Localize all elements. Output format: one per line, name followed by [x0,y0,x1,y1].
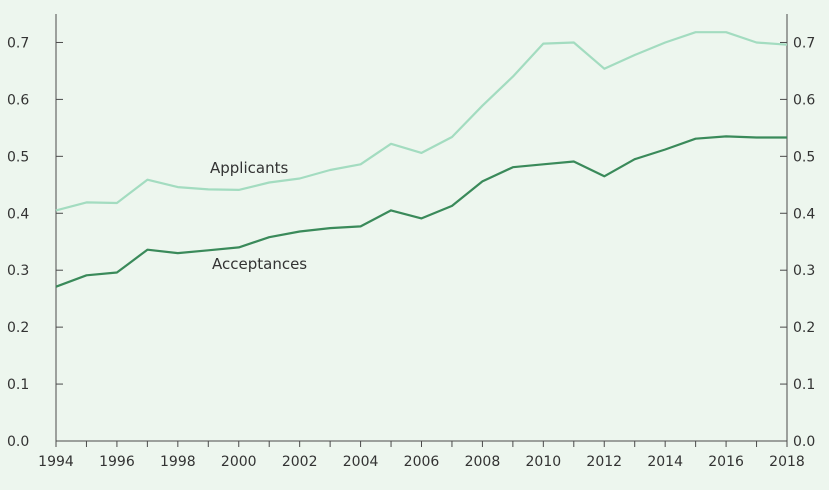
y-tick-label-right: 0.0 [793,434,815,450]
x-tick-label: 2016 [708,454,744,470]
y-tick-label-left: 0.4 [7,206,29,222]
x-tick-label: 2018 [769,454,805,470]
y-tick-label-left: 0.5 [7,149,29,165]
y-tick-label-right: 0.6 [793,92,815,108]
x-tick-label: 2012 [586,454,622,470]
y-tick-label-right: 0.2 [793,320,815,336]
y-tick-label-left: 0.7 [7,35,29,51]
y-tick-label-right: 0.7 [793,35,815,51]
y-tick-label-right: 0.5 [793,149,815,165]
series-line-acceptances [55,135,787,288]
x-tick-label: 1996 [99,454,135,470]
y-tick-label-left: 0.1 [7,377,29,393]
y-tick-label-right: 0.4 [793,206,815,222]
series-label-applicants: Applicants [210,159,288,177]
y-tick-label-left: 0.0 [7,434,29,450]
axes: 0.0 0.0 0.1 0.1 0.2 0.2 0.3 0.3 0.4 0.4 0.5 0.5 0.6 0… [7,14,815,470]
y-tick-label-right: 0.3 [793,263,815,279]
x-tick-label: 1998 [160,454,196,470]
x-tick-label: 2014 [647,454,683,470]
x-tick-label: 2008 [465,454,501,470]
x-tick-label: 2004 [343,454,379,470]
y-tick-label-left: 0.6 [7,92,29,108]
x-tick-label: 2010 [526,454,562,470]
series-labels: Applicants Acceptances [210,159,307,273]
series-lines [55,31,788,288]
series-label-acceptances: Acceptances [212,255,307,273]
y-tick-label-right: 0.1 [793,377,815,393]
x-tick-label: 2000 [221,454,257,470]
x-tick-label: 1994 [38,454,74,470]
x-tick-label: 2002 [282,454,318,470]
y-tick-label-left: 0.2 [7,320,29,336]
series-line-applicants [55,31,788,212]
x-tick-label: 2006 [404,454,440,470]
y-tick-label-left: 0.3 [7,263,29,279]
